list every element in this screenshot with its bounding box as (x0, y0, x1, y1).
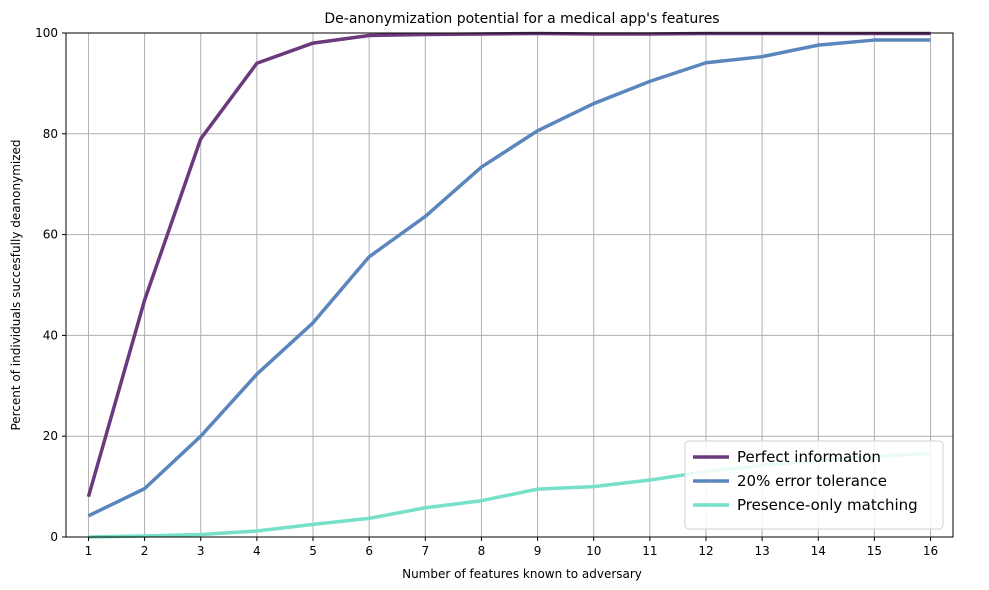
x-axis-label: Number of features known to adversary (402, 567, 642, 581)
series-line-2 (87, 38, 931, 518)
series-line-1 (86, 31, 931, 498)
x-tick-label: 13 (754, 544, 769, 558)
legend-box (684, 440, 944, 530)
y-tick-label: 100 (35, 26, 58, 40)
x-tick-label: 15 (867, 544, 882, 558)
x-tick-label: 9 (534, 544, 542, 558)
x-tick-label: 5 (309, 544, 317, 558)
y-tick-label: 20 (43, 429, 58, 443)
y-ticks: 0 20 40 60 80 100 (35, 26, 66, 544)
x-tick-label: 14 (811, 544, 826, 558)
y-tick-label: 40 (43, 328, 58, 342)
x-tick-label: 6 (365, 544, 373, 558)
legend-label: Perfect information (737, 448, 881, 466)
legend-label: Presence-only matching (737, 496, 918, 514)
x-tick-label: 7 (421, 544, 429, 558)
x-ticks: 1 2 3 4 5 6 7 8 9 10 11 12 13 14 15 16 (85, 537, 938, 558)
legend-label: 20% error tolerance (737, 472, 887, 490)
x-tick-label: 1 (85, 544, 93, 558)
x-tick-label: 12 (698, 544, 713, 558)
x-tick-label: 3 (197, 544, 205, 558)
legend: Perfect information 20% error tolerance Pr… (684, 440, 944, 530)
x-tick-label: 4 (253, 544, 261, 558)
plot-frame (65, 32, 954, 538)
y-tick-label: 80 (43, 127, 58, 141)
x-tick-label: 2 (141, 544, 149, 558)
y-axis-label: Percent of individuals succesfully deano… (9, 139, 23, 430)
y-tick-label: 60 (43, 228, 58, 242)
x-tick-label: 10 (586, 544, 601, 558)
x-tick-label: 11 (642, 544, 657, 558)
y-tick-label: 0 (50, 530, 58, 544)
x-tick-label: 8 (478, 544, 486, 558)
chart-title: De-anonymization potential for a medical… (324, 11, 719, 27)
x-tick-label: 16 (923, 544, 938, 558)
